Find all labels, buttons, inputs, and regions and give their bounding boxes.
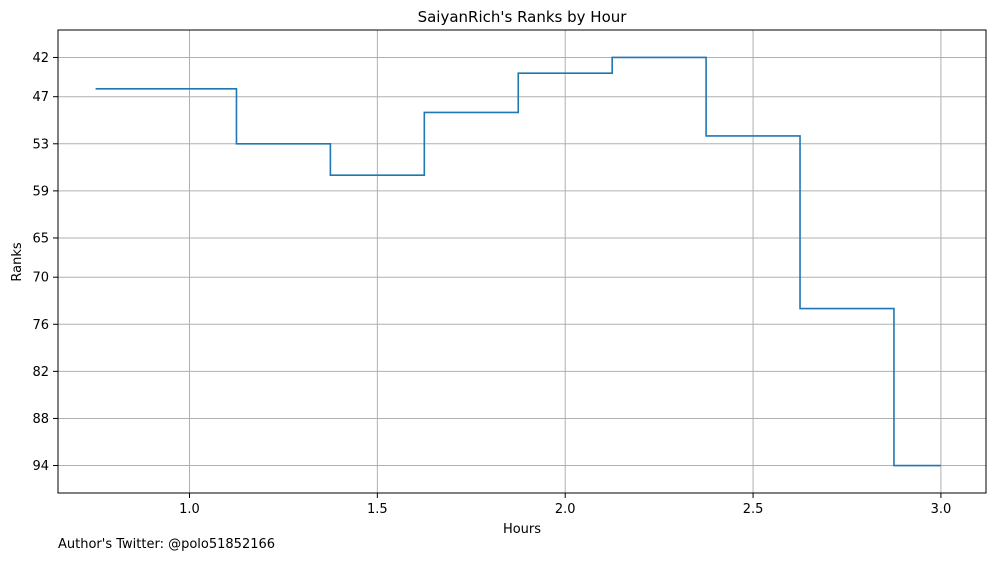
x-axis-label: Hours — [503, 522, 541, 537]
y-tick-label: 65 — [32, 231, 49, 246]
x-tick-label: 2.5 — [743, 502, 764, 517]
y-tick-label: 53 — [32, 137, 49, 152]
chart-title: SaiyanRich's Ranks by Hour — [418, 8, 628, 26]
y-tick-label: 70 — [32, 271, 49, 286]
y-tick-label: 59 — [32, 184, 49, 199]
y-tick-label: 94 — [32, 459, 49, 474]
plot-frame — [57, 29, 987, 494]
author-footnote: Author's Twitter: @polo51852166 — [58, 537, 276, 552]
y-tick-label: 47 — [32, 90, 49, 105]
x-tick-label: 1.5 — [367, 502, 388, 517]
x-tick-label: 1.0 — [179, 502, 200, 517]
x-tick-label: 3.0 — [931, 502, 952, 517]
grid — [58, 30, 986, 493]
axis-ticks: 1.0 1.5 2.0 2.5 3.0 42 47 53 59 65 70 76 82 88 94 — [32, 51, 951, 517]
y-tick-label: 76 — [32, 318, 49, 333]
x-tick-label: 2.0 — [555, 502, 576, 517]
plot-area — [95, 56, 941, 467]
y-tick-label: 88 — [32, 412, 49, 427]
y-tick-label: 42 — [32, 51, 49, 66]
y-axis-label: Ranks — [10, 242, 25, 281]
rank-step-line — [95, 56, 941, 467]
y-tick-label: 82 — [32, 365, 49, 380]
